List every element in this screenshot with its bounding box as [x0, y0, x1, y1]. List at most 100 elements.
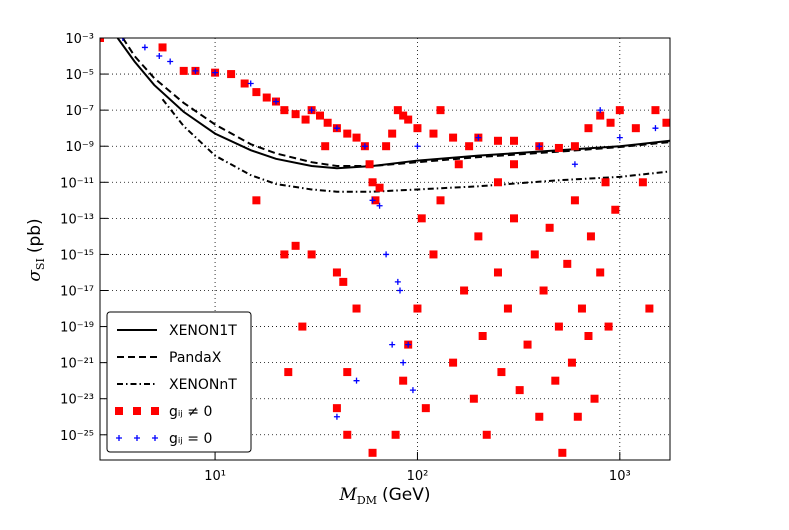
point [604, 322, 613, 331]
point [192, 67, 199, 74]
point [316, 111, 325, 120]
point [493, 268, 502, 277]
point [368, 448, 377, 457]
point [413, 304, 422, 313]
point [343, 430, 352, 439]
point [482, 430, 491, 439]
point [307, 250, 316, 259]
x-label-sub: DM [357, 494, 377, 507]
point [535, 412, 544, 421]
point [567, 358, 576, 367]
point [563, 259, 572, 268]
point [436, 106, 445, 115]
point [365, 160, 374, 169]
point [389, 341, 396, 348]
point [291, 241, 300, 250]
legend-swatch [152, 435, 158, 441]
y-label-symbol: σ [25, 270, 45, 282]
point [332, 268, 341, 277]
legend-swatch [116, 435, 122, 441]
point [252, 196, 261, 205]
point [611, 205, 620, 214]
point [240, 79, 249, 88]
point [510, 136, 519, 145]
point [383, 251, 390, 258]
point [551, 376, 560, 385]
point [584, 332, 593, 341]
point [493, 178, 502, 187]
point [616, 134, 623, 141]
x-tick-label: 10² [407, 469, 429, 484]
y-tick-label: 10⁻¹¹ [60, 176, 94, 191]
point [606, 118, 615, 127]
legend-label: PandaX [169, 350, 222, 366]
y-tick-label: 10⁻¹⁵ [60, 248, 94, 263]
point [369, 197, 376, 204]
point [323, 118, 332, 127]
point [597, 107, 604, 114]
point [436, 196, 445, 205]
y-tick-label: 10⁻²⁵ [60, 429, 94, 444]
point [393, 106, 402, 115]
y-axis-label: σSI (pb) [25, 218, 47, 281]
point [399, 376, 408, 385]
point [343, 368, 352, 377]
x-tick-label: 10¹ [204, 469, 226, 484]
point [474, 232, 483, 241]
point [100, 38, 104, 42]
point [247, 80, 254, 87]
point [388, 129, 397, 138]
point [596, 111, 605, 120]
point [429, 129, 438, 138]
point [339, 277, 348, 286]
y-tick-label: 10⁻¹⁷ [60, 285, 94, 300]
point [280, 250, 289, 259]
point [382, 142, 391, 151]
point [590, 394, 599, 403]
legend-label: gᵢⱼ ≠ 0 [169, 404, 212, 420]
y-label-sub: SI [34, 258, 47, 270]
legend-swatch [134, 435, 140, 441]
legend-swatch [133, 407, 141, 415]
point [631, 124, 640, 133]
point [478, 332, 487, 341]
point [280, 106, 289, 115]
point [460, 286, 469, 295]
y-tick-label: 10⁻³ [65, 32, 94, 47]
point [399, 111, 408, 120]
point [577, 304, 586, 313]
point [375, 183, 384, 192]
point [227, 70, 236, 79]
point [179, 66, 188, 75]
point [469, 394, 478, 403]
y-tick-label: 10⁻¹⁹ [60, 321, 94, 336]
point [539, 286, 548, 295]
point [414, 143, 421, 150]
point [596, 268, 605, 277]
point [545, 223, 554, 232]
point [413, 124, 422, 133]
point [558, 448, 567, 457]
point [353, 377, 360, 384]
point [645, 304, 654, 313]
point [361, 143, 368, 150]
point [119, 38, 126, 41]
point [376, 202, 383, 209]
point [573, 412, 582, 421]
point [662, 118, 670, 127]
point [141, 44, 148, 51]
y-tick-label: 10⁻⁵ [65, 68, 94, 83]
point [417, 214, 426, 223]
line-series [116, 38, 670, 170]
point [284, 368, 293, 377]
point [272, 98, 279, 105]
x-label-symbol: M [338, 485, 357, 505]
point [421, 404, 430, 413]
point [368, 178, 377, 187]
point [554, 143, 563, 152]
point [530, 250, 539, 259]
point [394, 278, 401, 285]
point [570, 142, 579, 151]
point [515, 386, 524, 395]
point [343, 129, 352, 138]
